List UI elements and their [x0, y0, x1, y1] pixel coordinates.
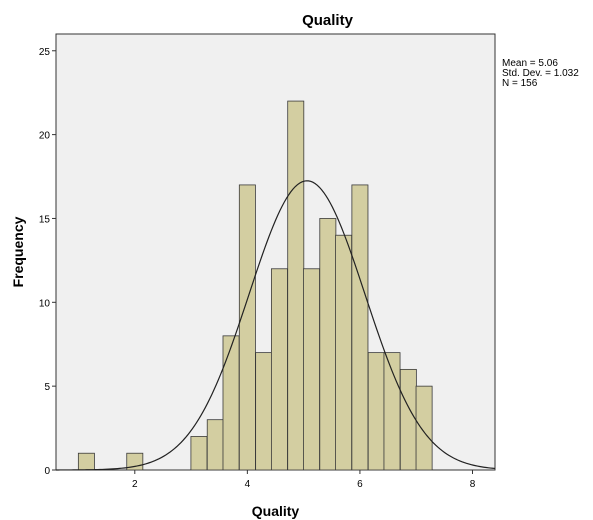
x-tick-label: 2 — [132, 479, 138, 490]
histogram-bar — [319, 218, 337, 471]
histogram-bar — [255, 352, 273, 471]
stats-mean: Mean = 5.06 — [502, 58, 558, 69]
y-tick-label: 0 — [44, 466, 50, 477]
y-tick-label: 20 — [39, 131, 51, 142]
histogram-bars — [77, 100, 433, 471]
y-tick-label: 15 — [39, 214, 51, 225]
histogram-bar — [303, 268, 320, 471]
histogram-bar — [238, 184, 256, 471]
histogram-bar — [399, 368, 417, 471]
x-tick-label: 8 — [470, 479, 476, 490]
histogram-bar — [77, 452, 95, 471]
stats-n: N = 156 — [502, 78, 538, 89]
axes: 0 5 10 15 20 25 2 4 6 8 — [39, 47, 476, 490]
histogram-bar — [335, 234, 353, 471]
histogram-bar — [206, 419, 224, 471]
histogram-bar — [351, 184, 369, 471]
histogram-bar — [415, 385, 433, 471]
x-axis-label: Quality — [252, 503, 300, 519]
y-tick-label: 5 — [44, 382, 50, 393]
stats-std-dev: Std. Dev. = 1.032 — [502, 68, 579, 79]
histogram-bar — [270, 268, 288, 471]
y-tick-label: 25 — [39, 47, 51, 58]
histogram-bar — [367, 352, 385, 471]
normal-curve — [56, 180, 496, 471]
y-tick-label: 10 — [39, 298, 51, 309]
x-tick-label: 6 — [357, 479, 363, 490]
x-tick-label: 4 — [245, 479, 251, 490]
chart-title: Quality — [302, 12, 353, 29]
histogram-bar — [190, 436, 208, 471]
histogram-bar — [287, 100, 305, 471]
histogram-bar — [222, 335, 240, 471]
stats-box: Mean = 5.06 Std. Dev. = 1.032 N = 156 — [502, 59, 579, 89]
y-axis-label: Frequency — [10, 216, 26, 287]
